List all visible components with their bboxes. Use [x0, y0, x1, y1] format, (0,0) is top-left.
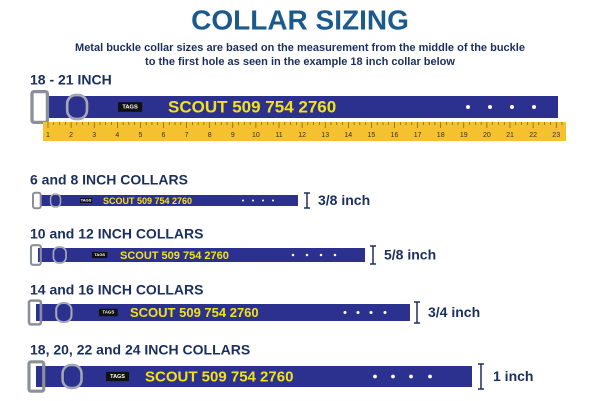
- hole: [383, 310, 387, 315]
- collar-name: SCOUT 509 754 2760: [120, 250, 229, 262]
- buckle: [32, 191, 42, 210]
- ruler-number: 9: [231, 132, 235, 139]
- buckle: [30, 89, 50, 125]
- logo: TAGS: [81, 198, 92, 203]
- ruler-number: 5: [138, 132, 142, 139]
- hole: [262, 199, 264, 202]
- ruler-number: 18: [437, 132, 445, 139]
- hole: [242, 199, 244, 202]
- keeper-loop: [61, 363, 83, 390]
- keeper-loop: [65, 93, 89, 121]
- logo: TAGS: [102, 310, 114, 315]
- ruler-number: 17: [414, 132, 422, 139]
- keeper-loop: [49, 193, 62, 208]
- keeper-loop: [55, 301, 73, 324]
- size-label: 14 and 16 INCH COLLARS: [30, 282, 203, 298]
- ruler-number: 6: [162, 132, 166, 139]
- strap: [40, 195, 298, 206]
- logo: TAGS: [110, 374, 125, 380]
- buckle: [29, 244, 42, 266]
- hole: [409, 374, 413, 379]
- hole: [333, 253, 337, 257]
- hole: [532, 105, 536, 109]
- ruler-number: 13: [321, 132, 329, 139]
- hole: [373, 374, 377, 379]
- title: COLLAR SIZING: [191, 4, 409, 35]
- logo-box: [106, 371, 130, 382]
- ruler-number: 10: [252, 132, 260, 139]
- hole: [488, 105, 492, 109]
- ruler-number: 22: [529, 132, 537, 139]
- hole: [391, 374, 395, 379]
- logo: TAGS: [122, 105, 138, 111]
- strap: [46, 96, 558, 118]
- size-label: 6 and 8 INCH COLLARS: [30, 172, 188, 188]
- ruler-number: 4: [115, 132, 119, 139]
- size-label: 18, 20, 22 and 24 INCH COLLARS: [30, 342, 250, 358]
- hole: [319, 253, 323, 257]
- ruler-number: 11: [275, 132, 282, 139]
- strap: [36, 366, 472, 387]
- buckle: [27, 299, 43, 326]
- collar-name: SCOUT 509 754 2760: [168, 97, 336, 116]
- ruler-number: 7: [185, 132, 189, 139]
- ruler-number: 14: [344, 132, 352, 139]
- ruler-number: 21: [506, 132, 514, 139]
- logo-box: [99, 308, 118, 317]
- ruler-number: 20: [483, 132, 491, 139]
- subtitle: to the first hole as seen in the example…: [145, 56, 455, 68]
- collar-width: 5/8 inch: [384, 247, 436, 263]
- ruler-number: 23: [552, 132, 560, 139]
- strap: [36, 304, 410, 321]
- strap: [38, 248, 365, 262]
- ruler-number: 15: [368, 132, 376, 139]
- size-label: 10 and 12 INCH COLLARS: [30, 226, 203, 242]
- ruler-number: 2: [69, 132, 73, 139]
- ruler-number: 16: [391, 132, 399, 139]
- collar-name: SCOUT 509 754 2760: [145, 368, 293, 385]
- buckle: [27, 360, 46, 393]
- hole: [466, 105, 470, 109]
- logo: TAGS: [94, 252, 105, 257]
- logo-box: [118, 102, 143, 112]
- logo-box: [92, 251, 108, 259]
- ruler-number: 12: [298, 132, 306, 139]
- hole: [252, 199, 254, 202]
- ruler-number: 1: [46, 132, 50, 139]
- collar-name: SCOUT 509 754 2760: [103, 196, 192, 206]
- hole: [272, 199, 274, 202]
- collar-width: 3/8 inch: [318, 192, 370, 208]
- ruler-number: 19: [460, 132, 468, 139]
- ruler-number: 3: [92, 132, 96, 139]
- collar-width: 3/4 inch: [428, 304, 480, 320]
- hole: [369, 310, 373, 315]
- hole: [291, 253, 295, 257]
- hole: [305, 253, 309, 257]
- size-label: 18 - 21 INCH: [30, 72, 112, 88]
- subtitle: Metal buckle collar sizes are based on t…: [75, 42, 525, 54]
- collar-width: 1 inch: [493, 368, 533, 384]
- keeper-loop: [52, 246, 67, 264]
- ruler-number: 8: [208, 132, 212, 139]
- hole: [343, 310, 347, 315]
- ruler: [43, 122, 566, 141]
- collar-name: SCOUT 509 754 2760: [130, 305, 259, 320]
- hole: [510, 105, 514, 109]
- logo-box: [80, 198, 93, 203]
- hole: [356, 310, 360, 315]
- hole: [428, 374, 432, 379]
